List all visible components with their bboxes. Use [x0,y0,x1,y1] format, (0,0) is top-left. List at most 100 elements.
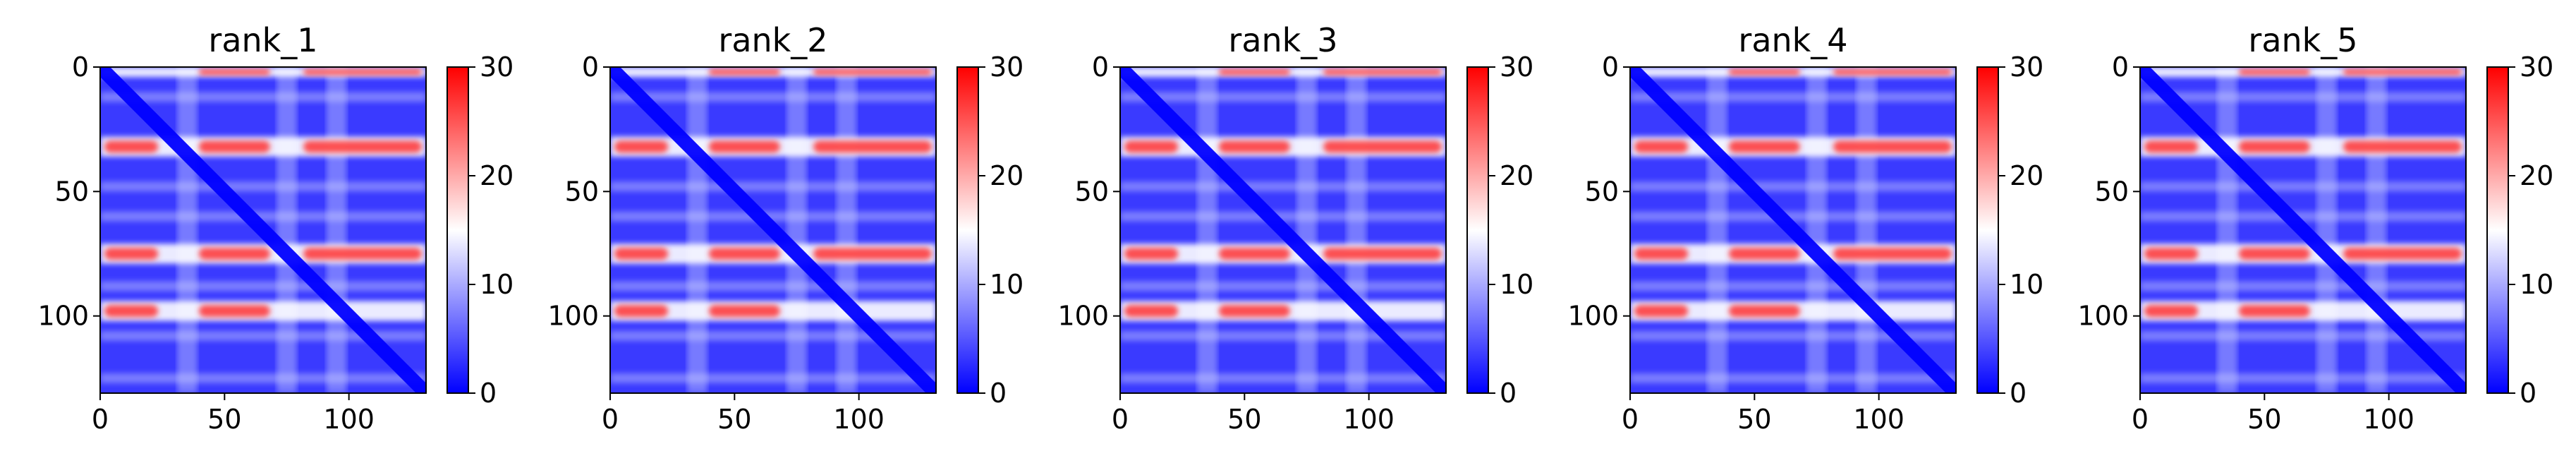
heatmap-hot-spot [2144,305,2199,318]
heatmap-row-band [1120,373,1446,383]
colorbar-tick-label: 10 [480,269,514,300]
heatmap-hot-spot [199,140,270,153]
y-tick-label: 100 [547,301,599,332]
heatmap-hot-spot [2144,248,2199,260]
heatmap-hot-spot [1833,248,1952,260]
heatmap-hot-spot [104,305,159,318]
heatmap-image [2140,67,2466,393]
y-tick-label: 50 [565,176,599,207]
y-tick-label: 0 [72,52,89,83]
heatmap-hot-spot [199,68,270,76]
y-tick-label: 100 [1567,301,1619,332]
heatmap-diagonal [1120,67,1446,393]
colorbar-tick-label: 10 [1500,269,1533,300]
colorbar-tick-label: 30 [1500,52,1533,83]
axes-frame [2139,66,2467,394]
colorbar-tick-label: 10 [2520,269,2553,300]
heatmap-hot-spot [709,248,780,260]
heatmap-hot-spot [1729,305,1800,318]
heatmap-column-band [1806,67,1827,393]
colorbar [446,66,469,394]
heatmap-row-band [610,181,936,192]
x-tick-label: 100 [1853,404,1904,435]
x-tick-label: 0 [2132,404,2149,435]
heatmap-row-band [1630,281,1956,291]
colorbar-tick-label: 10 [2010,269,2043,300]
heatmap-column-band [1296,67,1317,393]
colorbar-tick-label: 0 [1500,378,1517,409]
heatmap-hot-spot [1729,68,1800,76]
heatmap-row-band [610,373,936,383]
colorbar [1976,66,1999,394]
heatmap-row-band [2140,92,2466,102]
heatmap-image [1120,67,1446,393]
heatmap-hot-spot [199,305,270,318]
colorbar-tick-label: 20 [1500,160,1533,191]
y-tick-label: 100 [1057,301,1109,332]
heatmap-row-band [1120,330,1446,341]
x-tick-label: 50 [1737,404,1771,435]
heatmap-hot-spot [2239,68,2310,76]
heatmap-image [610,67,936,393]
heatmap-row-band [2140,181,2466,192]
heatmap-hot-spot [1634,305,1689,318]
heatmap-diagonal [610,67,936,393]
heatmap-hot-spot [614,248,669,260]
x-tick-label: 50 [2247,404,2281,435]
heatmap-image [1630,67,1956,393]
heatmap-hot-spot [2239,305,2310,318]
colorbar-tick-label: 30 [990,52,1023,83]
heatmap-column-band [2366,67,2387,393]
heatmap-row-band [1120,281,1446,291]
heatmap-diagonal [2140,67,2466,393]
heatmap-row-band [610,211,936,222]
y-tick-label: 50 [2095,176,2129,207]
heatmap-column-band [687,67,707,393]
heatmap-column-band [326,67,347,393]
x-tick-label: 50 [207,404,241,435]
colorbar-tick-label: 20 [480,160,514,191]
heatmap-image [100,67,426,393]
heatmap-hot-spot [303,248,422,260]
heatmap-column-band [786,67,807,393]
heatmap-hot-spot [709,305,780,318]
heatmap-row-band [1630,373,1956,383]
panel-title: rank_4 [1738,21,1847,59]
heatmap-hot-spot [104,140,159,153]
heatmap-column-band [1346,67,1367,393]
axes-frame [609,66,937,394]
heatmap-row-band [610,330,936,341]
heatmap-hot-spot [614,140,669,153]
heatmap-row-band [1120,92,1446,102]
heatmap-hot-spot [1833,140,1952,153]
x-tick-label: 50 [717,404,751,435]
colorbar-tick-label: 20 [2520,160,2553,191]
heatmap-hot-spot [709,140,780,153]
heatmap-diagonal [1630,67,1956,393]
colorbar [1466,66,1489,394]
heatmap-hot-spot [1124,140,1179,153]
y-tick-label: 50 [1585,176,1619,207]
heatmap-hot-spot [1634,248,1689,260]
heatmap-hot-spot [813,68,932,76]
heatmap-hot-spot [2343,140,2462,153]
heatmap-hot-spot [1219,248,1290,260]
heatmap-row-band [1630,211,1956,222]
heatmap-row-band [2140,373,2466,383]
panel-title: rank_3 [1228,21,1337,59]
heatmap-column-band [1707,67,1727,393]
y-tick-label: 100 [37,301,89,332]
colorbar-tick-label: 20 [990,160,1023,191]
heatmap-hot-spot [1219,140,1290,153]
heatmap-hot-spot [2343,248,2462,260]
heatmap-hot-spot [1833,68,1952,76]
x-tick-label: 0 [1622,404,1639,435]
y-tick-label: 100 [2077,301,2129,332]
panel-title: rank_1 [208,21,317,59]
x-tick-label: 100 [2363,404,2414,435]
heatmap-hot-spot [813,248,932,260]
heatmap-row-band [1120,181,1446,192]
y-tick-label: 50 [1075,176,1109,207]
colorbar [956,66,979,394]
